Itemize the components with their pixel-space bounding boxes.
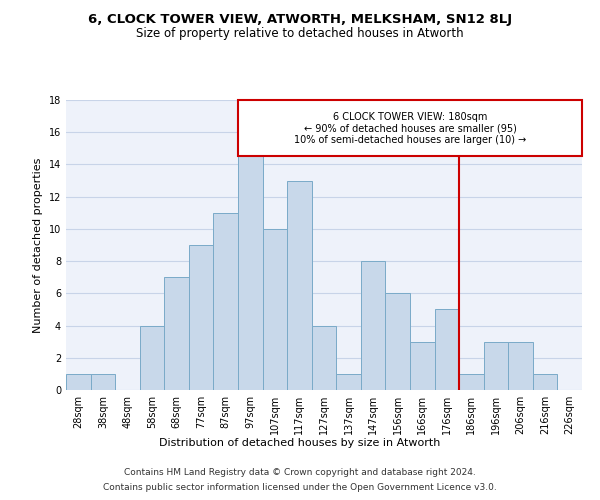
Text: Contains public sector information licensed under the Open Government Licence v3: Contains public sector information licen… [103,483,497,492]
Bar [263,229,287,390]
Bar [385,294,410,390]
Bar [164,277,189,390]
Bar [238,100,582,156]
Y-axis label: Number of detached properties: Number of detached properties [33,158,43,332]
Bar [484,342,508,390]
Bar [189,245,214,390]
Bar [410,342,434,390]
Bar [533,374,557,390]
Bar [508,342,533,390]
Bar [312,326,336,390]
Bar [434,310,459,390]
Bar [459,374,484,390]
Text: Contains HM Land Registry data © Crown copyright and database right 2024.: Contains HM Land Registry data © Crown c… [124,468,476,477]
Bar [214,213,238,390]
Bar [140,326,164,390]
Bar [336,374,361,390]
Text: Distribution of detached houses by size in Atworth: Distribution of detached houses by size … [160,438,440,448]
Bar [91,374,115,390]
Text: Size of property relative to detached houses in Atworth: Size of property relative to detached ho… [136,28,464,40]
Bar [287,180,312,390]
Bar [66,374,91,390]
Text: 6, CLOCK TOWER VIEW, ATWORTH, MELKSHAM, SN12 8LJ: 6, CLOCK TOWER VIEW, ATWORTH, MELKSHAM, … [88,12,512,26]
Text: 6 CLOCK TOWER VIEW: 180sqm
← 90% of detached houses are smaller (95)
10% of semi: 6 CLOCK TOWER VIEW: 180sqm ← 90% of deta… [294,112,526,145]
Bar [238,148,263,390]
Bar [361,261,385,390]
